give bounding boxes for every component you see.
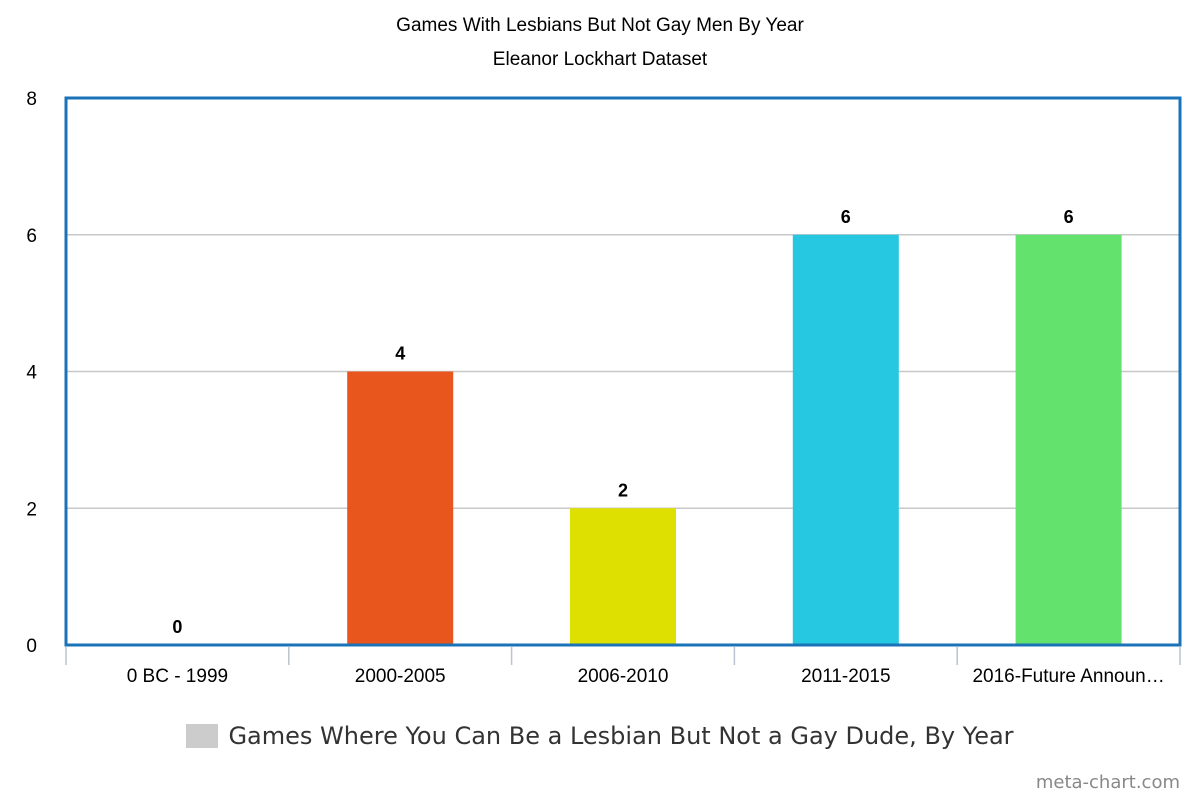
bar [792, 234, 899, 645]
bar [570, 508, 676, 645]
x-tick-label: 2006-2010 [578, 666, 669, 687]
y-tick-label: 8 [26, 89, 37, 110]
legend: Games Where You Can Be a Lesbian But Not… [0, 722, 1200, 750]
legend-label: Games Where You Can Be a Lesbian But Not… [228, 722, 1014, 750]
bars [347, 234, 1122, 645]
chart-subtitle: Eleanor Lockhart Dataset [492, 49, 708, 70]
y-tick-label: 0 [26, 636, 37, 657]
x-tick-label: 2011-2015 [801, 666, 890, 687]
data-label: 0 [172, 617, 182, 637]
x-tick-label: 2016-Future Announ… [972, 666, 1164, 687]
y-tick-label: 6 [26, 226, 37, 247]
data-label: 6 [1064, 207, 1074, 227]
data-labels: 0 4 2 6 6 [172, 207, 1073, 637]
y-tick-label: 2 [26, 499, 37, 520]
chart-title: Games With Lesbians But Not Gay Men By Y… [396, 15, 804, 36]
plot-frame [64, 96, 1182, 647]
x-tick-label: 0 BC - 1999 [127, 666, 228, 687]
watermark: meta-chart.com [1035, 772, 1180, 793]
x-tick-label: 2000-2005 [355, 666, 446, 687]
axes: 0 2 4 6 8 0 BC - 1999 2000-2005 2006-2010 2011-2… [26, 89, 1182, 687]
data-label: 4 [395, 344, 405, 364]
y-tick-label: 4 [26, 363, 37, 384]
bar [1015, 234, 1122, 645]
bar [347, 371, 454, 645]
legend-swatch [186, 724, 219, 748]
data-label: 2 [618, 480, 628, 500]
data-label: 6 [841, 207, 851, 227]
gridlines [66, 234, 1180, 509]
